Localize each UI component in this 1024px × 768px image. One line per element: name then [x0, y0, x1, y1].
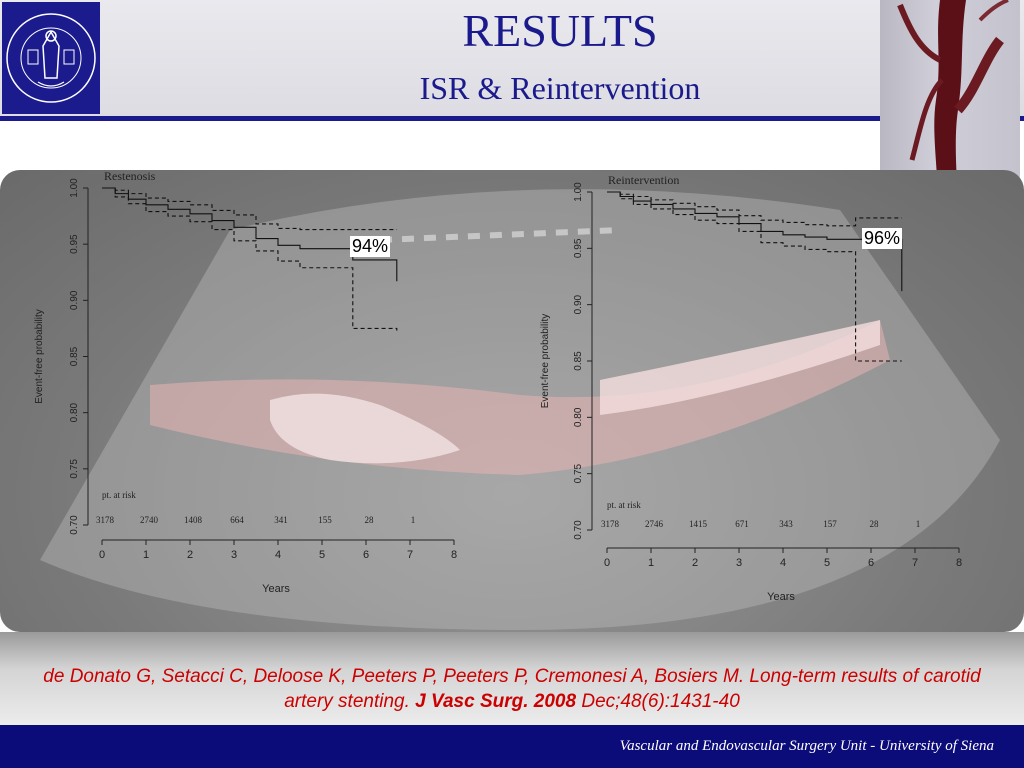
survival-curve	[607, 191, 903, 292]
x-tick-label: 5	[824, 557, 830, 569]
at-risk-count: 1	[916, 519, 921, 529]
at-risk-count: 343	[779, 519, 793, 529]
at-risk-count: 664	[230, 515, 244, 525]
x-tick-label: 4	[275, 549, 281, 561]
at-risk-count: 1	[411, 515, 416, 525]
y-tick-label: 1.00	[573, 182, 584, 202]
at-risk-label: pt. at risk	[102, 490, 136, 500]
at-risk-count: 2740	[140, 515, 159, 525]
x-tick-label: 1	[143, 549, 149, 561]
confidence-band-line	[102, 187, 398, 331]
at-risk-count: 155	[318, 515, 332, 525]
y-axis-label: Event-free probability	[540, 314, 551, 409]
y-tick-label: 0.95	[573, 238, 584, 258]
at-risk-count: 3178	[96, 515, 115, 525]
citation-journal: J Vasc Surg. 2008	[415, 691, 577, 712]
at-risk-count: 157	[823, 519, 837, 529]
confidence-band-line	[102, 187, 397, 231]
header-divider	[0, 116, 1024, 121]
citation-volume: Dec;48(6):1431-40	[581, 691, 740, 712]
confidence-band-line	[607, 191, 902, 362]
y-tick-label: 1.00	[69, 178, 80, 198]
x-tick-label: 7	[407, 549, 413, 561]
x-tick-label: 0	[99, 549, 105, 561]
x-axis-label: Years	[262, 583, 290, 595]
x-tick-label: 2	[692, 557, 698, 569]
survival-curves: 0.70 0.75 0.80 0.85 0.90 0.95 1.00 0 1 2 3 4 5 6 7 8 Yea…	[34, 169, 962, 603]
y-tick-label: 0.85	[573, 351, 584, 371]
slide-header	[0, 0, 1024, 118]
survival-curve	[102, 187, 398, 282]
x-tick-label: 2	[187, 549, 193, 561]
reintervention-rate-label: 96%	[862, 228, 903, 249]
x-tick-label: 8	[451, 549, 457, 561]
slide-subtitle: ISR & Reintervention	[419, 70, 701, 106]
at-risk-label: pt. at risk	[607, 500, 641, 510]
x-tick-label: 6	[363, 549, 369, 561]
footer-text: Vascular and Endovascular Surgery Unit -…	[619, 738, 994, 754]
y-tick-label: 0.70	[573, 520, 584, 540]
at-risk-count: 28	[365, 515, 375, 525]
y-axis-label: Event-free probability	[34, 309, 45, 404]
y-tick-label: 0.90	[573, 294, 584, 314]
ultrasound-background-panel	[0, 170, 1024, 632]
y-tick-label: 0.70	[69, 515, 80, 535]
x-tick-label: 7	[912, 557, 918, 569]
reference-band	[0, 632, 1024, 725]
x-tick-label: 5	[319, 549, 325, 561]
at-risk-count: 1408	[184, 515, 203, 525]
x-tick-label: 6	[868, 557, 874, 569]
at-risk-count: 341	[274, 515, 288, 525]
citation: de Donato G, Setacci C, Deloose K, Peete…	[30, 664, 994, 714]
x-tick-label: 0	[604, 557, 610, 569]
footer-bar	[0, 725, 1024, 768]
y-tick-label: 0.90	[69, 290, 80, 310]
at-risk-count: 28	[870, 519, 880, 529]
chart-title: Reintervention	[608, 173, 679, 187]
x-tick-label: 4	[780, 557, 786, 569]
x-tick-label: 1	[648, 557, 654, 569]
x-tick-label: 3	[736, 557, 742, 569]
x-tick-label: 8	[956, 557, 962, 569]
y-tick-label: 0.75	[69, 459, 80, 479]
chart-title: Restenosis	[104, 169, 156, 183]
y-tick-label: 0.80	[573, 407, 584, 427]
x-tick-label: 3	[231, 549, 237, 561]
university-seal-logo	[2, 2, 100, 114]
y-tick-label: 0.85	[69, 346, 80, 366]
y-tick-label: 0.80	[69, 402, 80, 422]
y-tick-label: 0.95	[69, 234, 80, 254]
confidence-band-line	[607, 191, 902, 227]
y-tick-label: 0.75	[573, 463, 584, 483]
at-risk-count: 3178	[601, 519, 620, 529]
restenosis-rate-label: 94%	[350, 236, 391, 257]
x-axis-label: Years	[767, 591, 795, 603]
at-risk-count: 1415	[689, 519, 708, 529]
at-risk-count: 2746	[645, 519, 664, 529]
citation-authors: de Donato G, Setacci C, Deloose K, Peete…	[43, 666, 981, 712]
slide-title: RESULTS	[462, 5, 658, 56]
at-risk-count: 671	[735, 519, 749, 529]
